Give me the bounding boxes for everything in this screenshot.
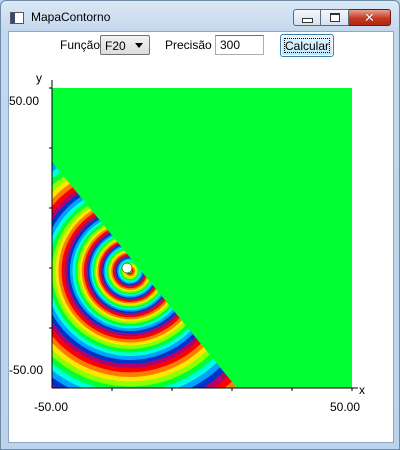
minimize-icon xyxy=(301,18,313,23)
contour-ring xyxy=(121,262,139,280)
x-min-label: -50.00 xyxy=(34,400,68,414)
function-select-value: F20 xyxy=(105,39,126,53)
calculate-button[interactable]: Calcular xyxy=(280,34,334,57)
contour-ring xyxy=(52,162,237,387)
title-bar[interactable]: MapaContorno ✕ xyxy=(1,1,399,31)
x-max-label: 50.00 xyxy=(330,400,360,414)
focus-rectangle xyxy=(284,38,330,53)
chevron-down-icon xyxy=(135,43,143,48)
minimize-button[interactable] xyxy=(293,9,321,26)
calculate-button-label: Calcular xyxy=(284,38,329,53)
contour-ring xyxy=(120,261,140,281)
window-title: MapaContorno xyxy=(31,10,111,24)
close-icon: ✕ xyxy=(364,10,375,25)
y-max-label: 50.00 xyxy=(9,94,39,108)
maximize-button[interactable] xyxy=(321,9,349,26)
x-axis-label: x xyxy=(359,383,365,397)
axis-ticks xyxy=(49,87,353,391)
contour-plot: y x 50.00 -50.00 -50.00 50.00 xyxy=(9,71,365,414)
contour-ring xyxy=(118,259,142,283)
y-axis-label: y xyxy=(36,71,42,85)
precision-label: Precisão xyxy=(165,38,212,52)
precision-input[interactable] xyxy=(215,35,264,55)
maximize-icon xyxy=(329,13,340,22)
function-label: Função xyxy=(60,38,101,52)
function-select[interactable]: F20 xyxy=(100,35,150,55)
app-window-icon xyxy=(10,12,24,24)
client-area: Função F20 Precisão Calcular y xyxy=(8,31,394,443)
y-min-label: -50.00 xyxy=(9,363,43,377)
close-button[interactable]: ✕ xyxy=(349,9,391,26)
peak-marker xyxy=(121,262,133,274)
